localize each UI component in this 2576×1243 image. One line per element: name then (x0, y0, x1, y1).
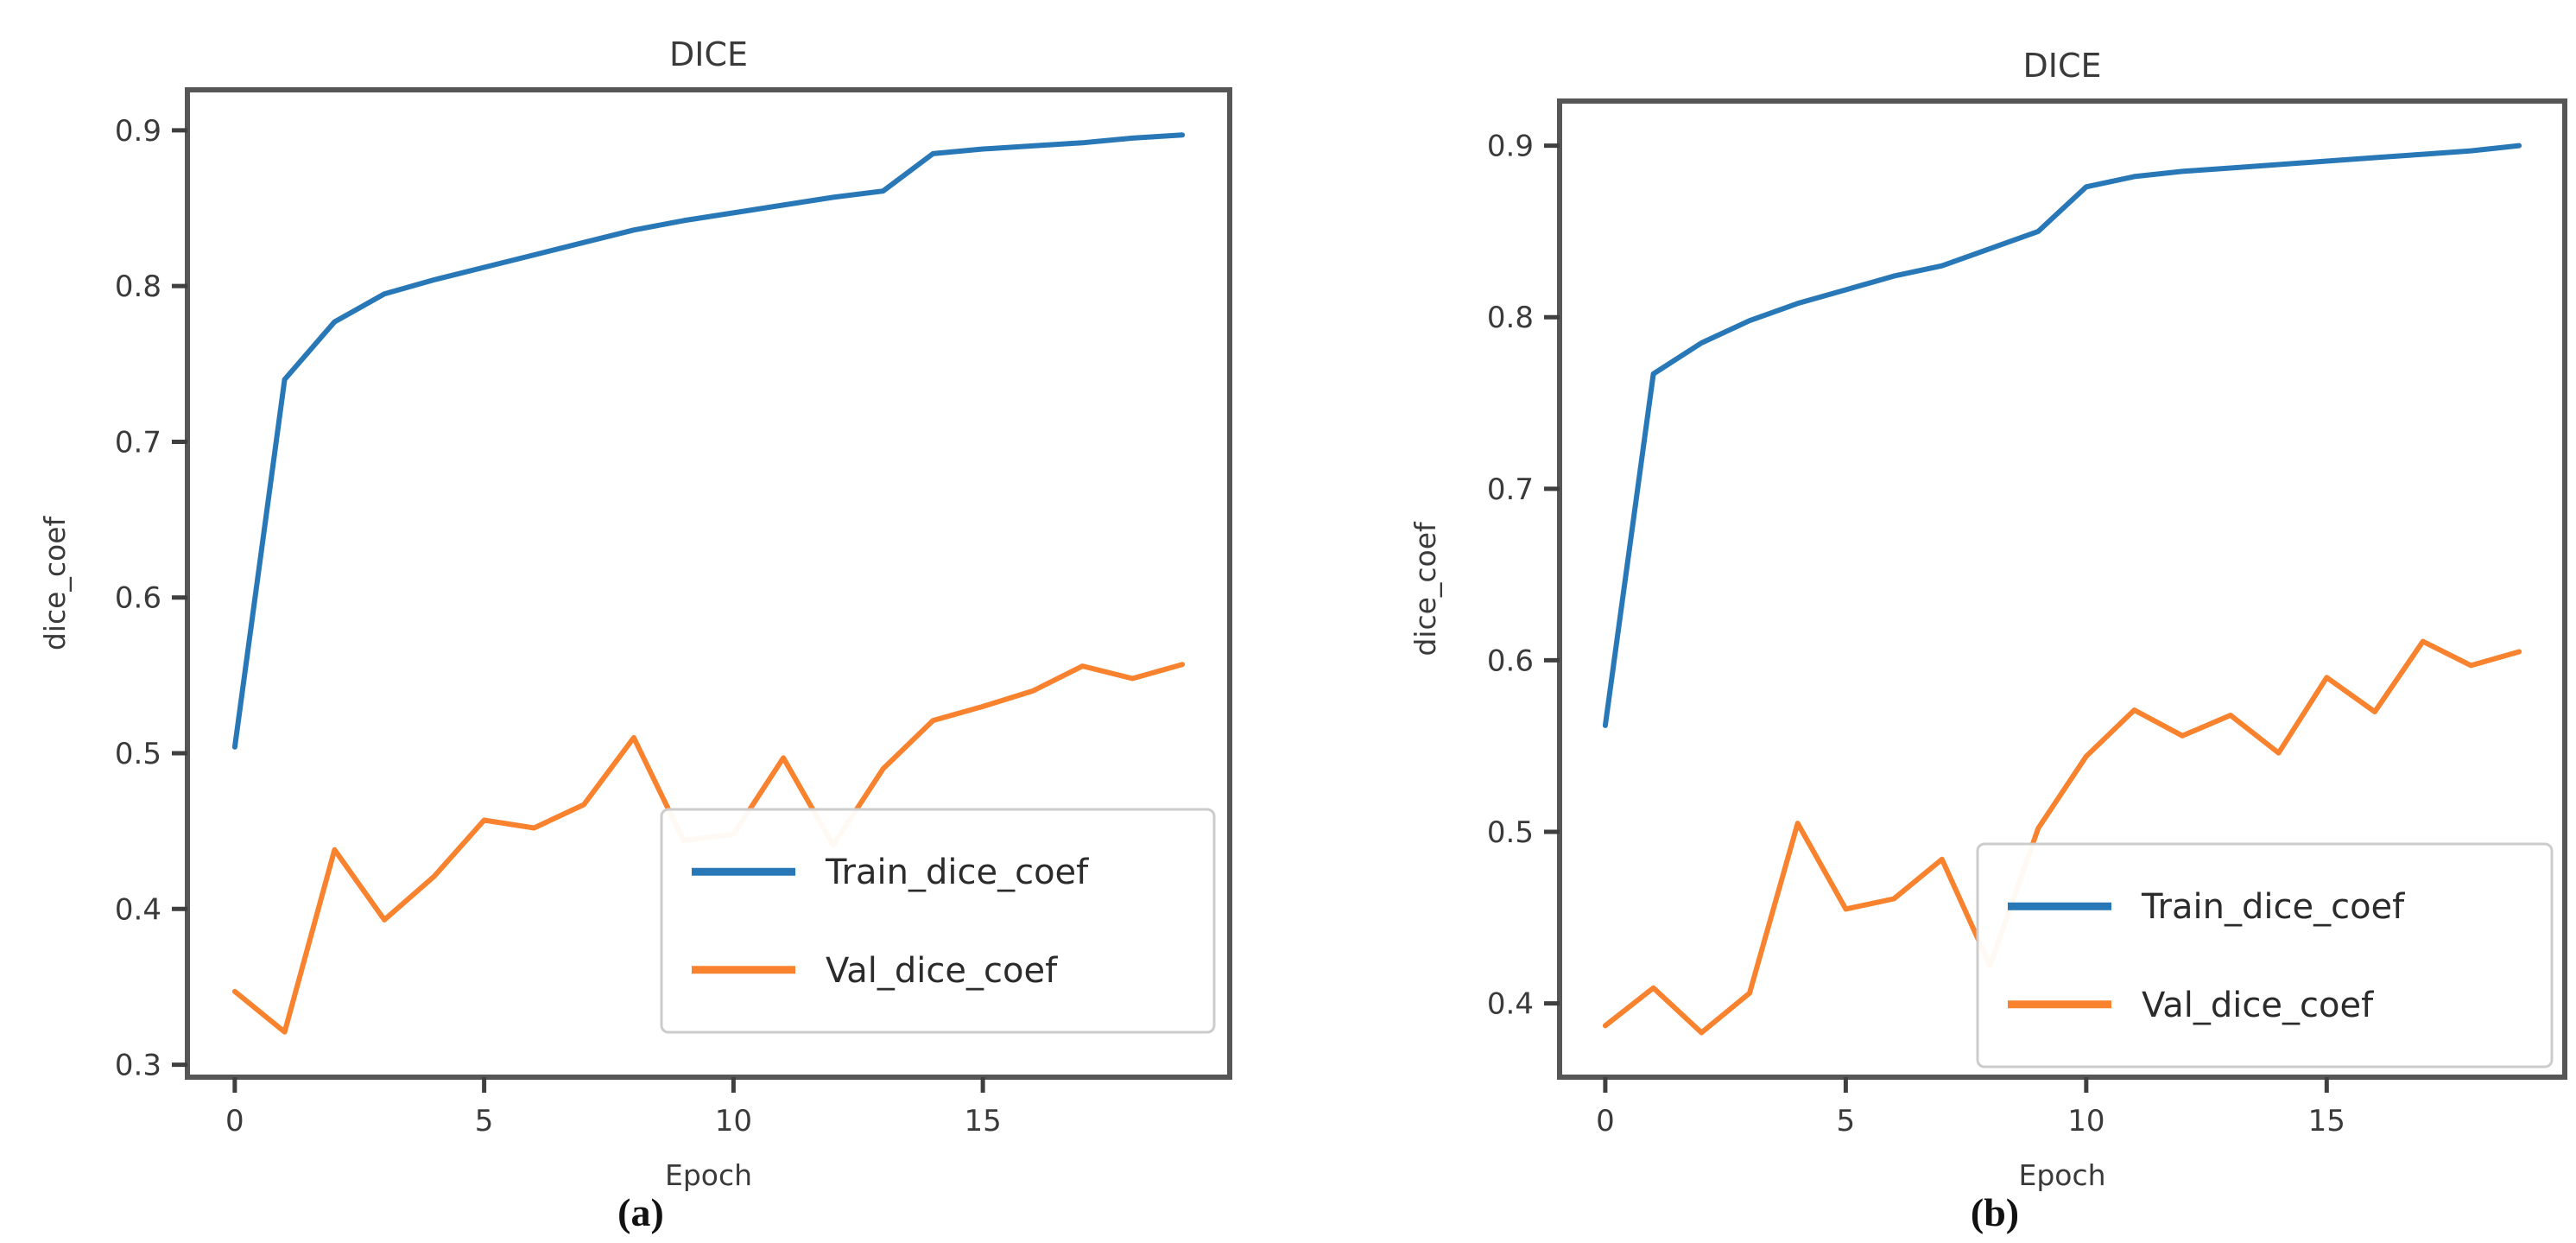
x-tick-label: 15 (964, 1104, 1001, 1138)
y-tick-label: 0.6 (115, 581, 161, 616)
train-dice-line (231, 132, 1186, 750)
caption-panel-a: (a) (617, 1190, 664, 1234)
plot-frame (185, 87, 1232, 1080)
y-tick-label: 0.6 (1487, 644, 1534, 678)
caption-panel-b: (b) (1970, 1190, 2020, 1234)
y-tick-label: 0.7 (1487, 472, 1534, 507)
y-axis-label: dice_coef (1408, 521, 1442, 656)
y-tick-label: 0.7 (115, 425, 161, 460)
x-tick-label: 10 (2067, 1104, 2104, 1138)
y-tick-label: 0.5 (1487, 815, 1534, 850)
x-tick-label: 10 (715, 1104, 752, 1138)
y-tick-label: 0.9 (115, 114, 161, 149)
x-tick-label: 5 (1837, 1104, 1856, 1138)
legend-label-val: Val_dice_coef (826, 951, 1058, 991)
train-dice-line (1602, 143, 2522, 728)
x-tick-label: 0 (1596, 1104, 1615, 1138)
legend: Train_dice_coef Val_dice_coef (1976, 842, 2554, 1069)
legend: Train_dice_coef Val_dice_coef (660, 808, 1216, 1034)
x-axis-label: Epoch (2018, 1158, 2105, 1192)
x-tick-label: 0 (225, 1104, 244, 1138)
x-axis-label: Epoch (665, 1158, 752, 1192)
x-tick-label: 15 (2308, 1104, 2345, 1138)
y-tick-label: 0.4 (1487, 987, 1534, 1022)
legend-label-train: Train_dice_coef (2141, 887, 2405, 927)
y-tick-label: 0.4 (115, 892, 161, 927)
y-tick-label: 0.8 (1487, 301, 1534, 335)
val-dice-line (1602, 638, 2522, 1036)
y-tick-label: 0.9 (1487, 130, 1534, 164)
legend-box (1976, 842, 2554, 1069)
chart-title: DICE (669, 35, 748, 73)
chart-panel-b: 0.4 0.5 0.6 0.7 0.8 0.9 0 5 10 15 DICE Epoch dice_co… (1408, 47, 2567, 1192)
legend-label-train: Train_dice_coef (825, 853, 1089, 892)
x-tick-label: 5 (475, 1104, 494, 1138)
y-tick-label: 0.8 (115, 270, 161, 304)
chart-title: DICE (2022, 47, 2101, 85)
plot-frame (1557, 98, 2567, 1080)
chart-panel-a: 0.3 0.4 0.5 0.6 0.7 0.8 0.9 0 5 10 15 DICE Epoch dice… (38, 35, 1232, 1192)
y-tick-label: 0.3 (115, 1049, 161, 1083)
y-tick-label: 0.5 (115, 737, 161, 771)
legend-box (660, 808, 1216, 1034)
y-axis-label: dice_coef (38, 515, 72, 650)
legend-label-val: Val_dice_coef (2142, 986, 2374, 1025)
